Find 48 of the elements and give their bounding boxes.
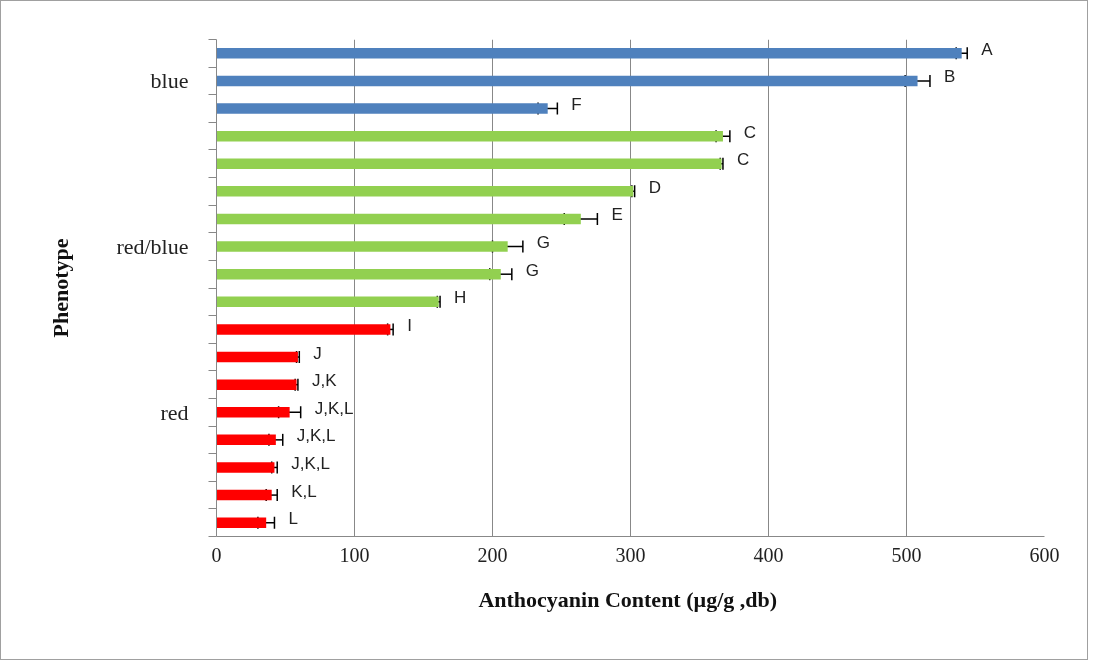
x-tick-label: 200 [477, 543, 508, 566]
x-tick-label: 600 [1029, 543, 1060, 566]
data-label: K,L [291, 481, 317, 501]
bar [216, 213, 581, 225]
bar [216, 434, 276, 446]
data-label: J [313, 343, 322, 363]
data-label: H [454, 288, 467, 308]
data-label: I [407, 315, 412, 335]
x-tick-label: 400 [753, 543, 784, 566]
bar [216, 268, 501, 280]
bar [216, 351, 298, 363]
x-tick-label: 500 [891, 543, 922, 566]
bar [216, 75, 918, 87]
y-tick-label: blue [150, 68, 189, 94]
data-label: G [536, 233, 551, 253]
bar [216, 130, 723, 142]
data-label: C [743, 122, 757, 142]
data-label: C [736, 150, 750, 170]
bar [216, 489, 272, 501]
bar [216, 158, 722, 169]
data-label: J,K [311, 371, 338, 391]
x-tick-label: 300 [615, 543, 646, 566]
bar [216, 48, 962, 59]
y-tick-label: red/blue [116, 234, 189, 260]
data-label: J,K,L [314, 398, 354, 418]
x-tick-label: 100 [339, 543, 370, 566]
bar [216, 379, 297, 390]
x-tick-label: 0 [211, 543, 222, 566]
bar [216, 186, 634, 197]
bar [216, 103, 548, 114]
bar [216, 407, 290, 418]
data-label: G [525, 260, 540, 280]
bar [216, 296, 439, 308]
data-label: A [981, 39, 994, 59]
y-tick-label: red [160, 399, 189, 425]
bar [216, 241, 508, 252]
bar [216, 517, 267, 528]
data-label: F [571, 95, 582, 115]
data-label: E [611, 205, 623, 225]
bar [216, 324, 391, 335]
data-label: D [648, 177, 661, 197]
y-axis-title: Phenotype [48, 238, 74, 338]
x-axis-title: Anthocyanin Content (µg/g ,db) [478, 586, 778, 612]
data-label: J,K,L [296, 426, 336, 446]
data-label: J,K,L [291, 453, 330, 473]
data-label: B [943, 67, 956, 87]
data-label: L [288, 509, 298, 529]
bar [216, 462, 275, 473]
